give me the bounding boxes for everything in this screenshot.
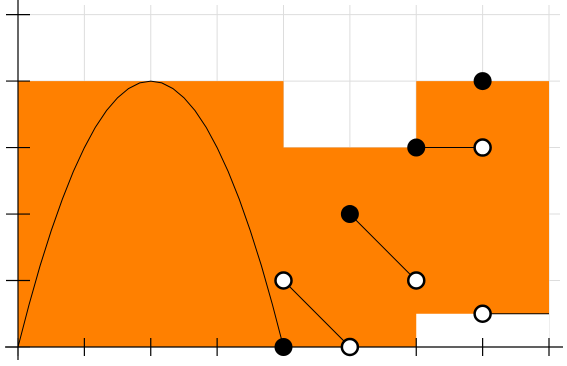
- filled-point: [407, 138, 426, 157]
- step-area: [18, 81, 549, 347]
- segment-line: [349, 213, 417, 281]
- filled-point: [274, 338, 293, 356]
- segments: [283, 147, 549, 348]
- open-point: [407, 271, 426, 290]
- area-fill: [18, 81, 549, 347]
- segment-line: [283, 280, 351, 348]
- open-point: [473, 304, 492, 324]
- points: [274, 72, 492, 357]
- open-point: [274, 271, 293, 290]
- parabola-curve: [17, 80, 284, 348]
- parabola-line: [17, 80, 284, 348]
- filled-point: [340, 205, 359, 224]
- open-point: [473, 138, 492, 157]
- open-point: [340, 337, 360, 357]
- filled-point: [473, 72, 492, 91]
